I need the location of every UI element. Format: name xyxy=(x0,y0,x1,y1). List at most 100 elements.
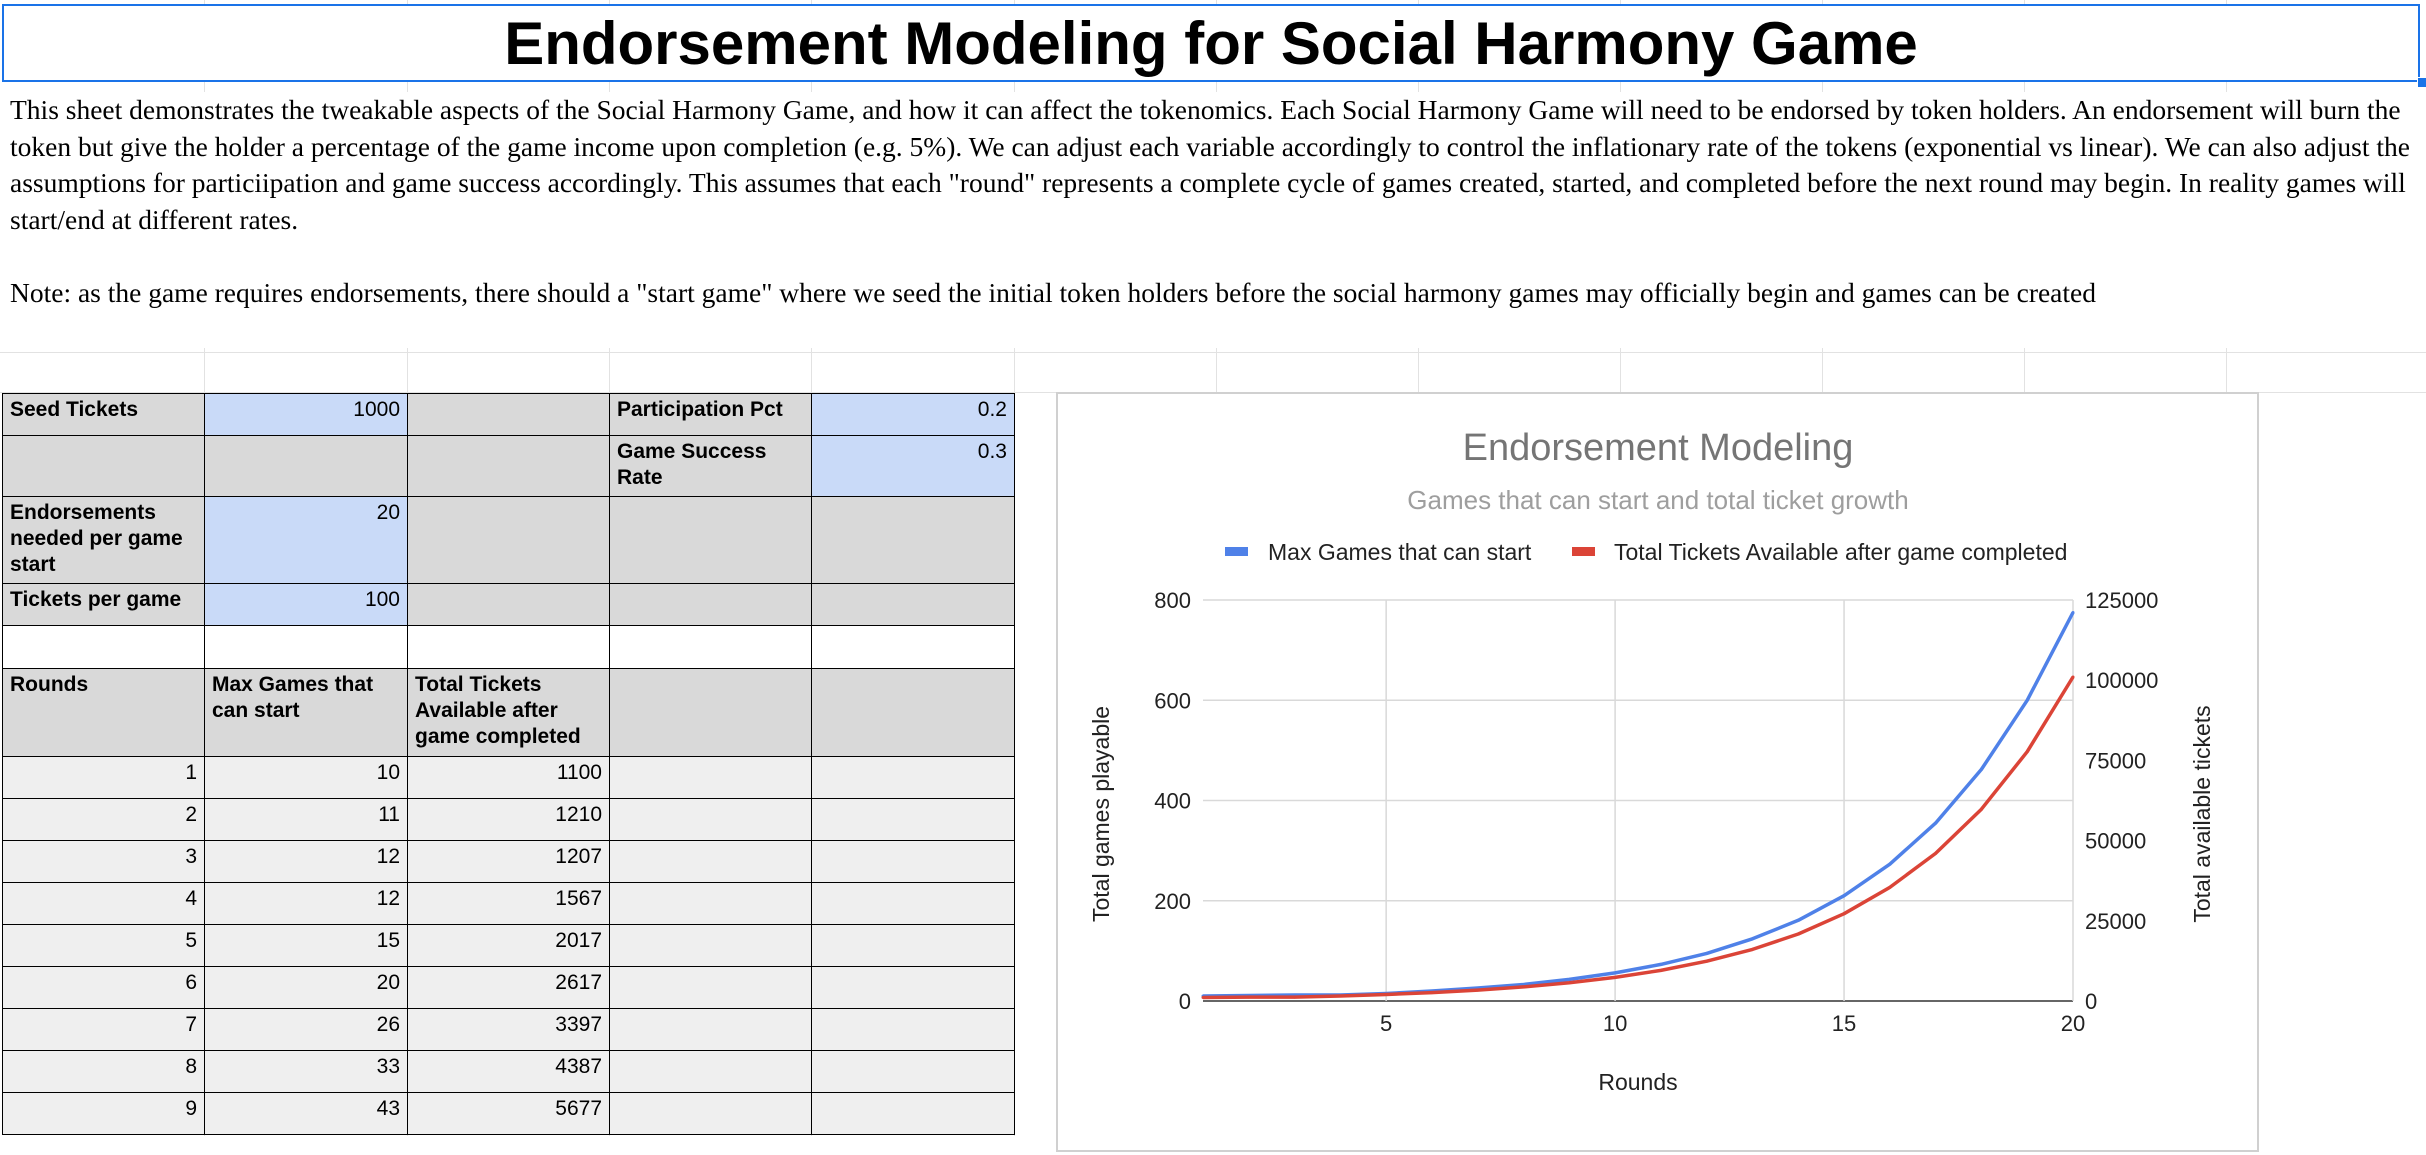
participation-value[interactable]: 0.2 xyxy=(811,393,1015,436)
round-number-cell[interactable]: 7 xyxy=(2,1008,205,1051)
data-point-total-tickets xyxy=(1934,851,1938,855)
max-games-cell[interactable]: 20 xyxy=(204,966,408,1009)
empty-cell[interactable] xyxy=(811,625,1015,669)
empty-cell[interactable] xyxy=(609,668,812,757)
empty-cell[interactable] xyxy=(811,583,1015,626)
empty-cell[interactable] xyxy=(2,625,205,669)
empty-cell[interactable] xyxy=(407,435,610,497)
empty-cell[interactable] xyxy=(407,393,610,436)
participation-label[interactable]: Participation Pct xyxy=(609,393,812,436)
empty-cell[interactable] xyxy=(609,798,812,841)
empty-cell[interactable] xyxy=(811,882,1015,925)
total-tickets-cell[interactable]: 2617 xyxy=(407,966,610,1009)
data-point-total-tickets xyxy=(1247,995,1251,999)
max-games-cell[interactable]: 15 xyxy=(204,924,408,967)
x-tick-label: 15 xyxy=(1832,1011,1856,1036)
total-tickets-cell[interactable]: 4387 xyxy=(407,1050,610,1093)
round-number-cell[interactable]: 2 xyxy=(2,798,205,841)
x-tick-label: 5 xyxy=(1380,1011,1392,1036)
empty-cell[interactable] xyxy=(609,924,812,967)
total-tickets-cell[interactable]: 1100 xyxy=(407,756,610,799)
column-header-max-games[interactable]: Max Games that can start xyxy=(204,668,408,757)
empty-cell[interactable] xyxy=(609,1008,812,1051)
chart-title: Endorsement Modeling xyxy=(1463,427,1854,469)
empty-cell[interactable] xyxy=(811,966,1015,1009)
round-number-cell[interactable]: 5 xyxy=(2,924,205,967)
empty-cell[interactable] xyxy=(204,625,408,669)
tickets-per-game-value[interactable]: 100 xyxy=(204,583,408,626)
data-point-total-tickets xyxy=(1430,991,1434,995)
total-tickets-cell[interactable]: 5677 xyxy=(407,1092,610,1135)
max-games-cell[interactable]: 43 xyxy=(204,1092,408,1135)
column-header-total-tickets[interactable]: Total Tickets Available after game compl… xyxy=(407,668,610,757)
empty-cell[interactable] xyxy=(609,625,812,669)
total-tickets-cell[interactable]: 1210 xyxy=(407,798,610,841)
total-tickets-cell[interactable]: 2017 xyxy=(407,924,610,967)
total-tickets-cell[interactable]: 1207 xyxy=(407,840,610,883)
empty-cell[interactable] xyxy=(609,756,812,799)
round-number-cell[interactable]: 8 xyxy=(2,1050,205,1093)
empty-cell[interactable] xyxy=(811,756,1015,799)
empty-cell[interactable] xyxy=(609,496,812,584)
max-games-cell[interactable]: 33 xyxy=(204,1050,408,1093)
sheet-title: Endorsement Modeling for Social Harmony … xyxy=(504,9,1918,77)
title-cell[interactable]: Endorsement Modeling for Social Harmony … xyxy=(2,4,2420,82)
selection-handle[interactable] xyxy=(2417,77,2426,88)
round-number-cell[interactable]: 3 xyxy=(2,840,205,883)
data-point-total-tickets xyxy=(1796,932,1800,936)
empty-cell[interactable] xyxy=(811,496,1015,584)
empty-cell[interactable] xyxy=(609,882,812,925)
empty-cell[interactable] xyxy=(204,435,408,497)
success-rate-label[interactable]: Game Success Rate xyxy=(609,435,812,497)
total-tickets-cell[interactable]: 1567 xyxy=(407,882,610,925)
empty-cell[interactable] xyxy=(811,668,1015,757)
x-axis-title: Rounds xyxy=(1598,1069,1677,1095)
empty-cell[interactable] xyxy=(811,924,1015,967)
tickets-per-game-label[interactable]: Tickets per game xyxy=(2,583,205,626)
empty-cell[interactable] xyxy=(811,840,1015,883)
data-point-total-tickets xyxy=(1705,959,1709,963)
data-point-max-games xyxy=(1888,862,1892,866)
legend-swatch-red xyxy=(1572,547,1595,556)
seed-tickets-label[interactable]: Seed Tickets xyxy=(2,393,205,436)
max-games-cell[interactable]: 12 xyxy=(204,882,408,925)
round-number-cell[interactable]: 4 xyxy=(2,882,205,925)
round-number-cell[interactable]: 1 xyxy=(2,756,205,799)
chart-subtitle: Games that can start and total ticket gr… xyxy=(1407,485,1908,515)
endorsement-chart[interactable]: Endorsement Modeling Games that can star… xyxy=(1056,392,2259,1152)
success-rate-value[interactable]: 0.3 xyxy=(811,435,1015,497)
empty-cell[interactable] xyxy=(811,1092,1015,1135)
empty-cell[interactable] xyxy=(609,1092,812,1135)
chart-gridlines xyxy=(1203,599,2074,1002)
description-cell[interactable]: This sheet demonstrates the tweakable as… xyxy=(10,92,2418,348)
empty-cell[interactable] xyxy=(811,1008,1015,1051)
round-number-cell[interactable]: 6 xyxy=(2,966,205,1009)
data-point-max-games xyxy=(1751,937,1754,941)
max-games-cell[interactable]: 11 xyxy=(204,798,408,841)
max-games-cell[interactable]: 12 xyxy=(204,840,408,883)
empty-cell[interactable] xyxy=(609,840,812,883)
endorsements-value[interactable]: 20 xyxy=(204,496,408,584)
data-point-max-games xyxy=(1842,894,1846,898)
max-games-cell[interactable]: 26 xyxy=(204,1008,408,1051)
column-header-rounds[interactable]: Rounds xyxy=(2,668,205,757)
round-number-cell[interactable]: 9 xyxy=(2,1092,205,1135)
empty-cell[interactable] xyxy=(609,583,812,626)
empty-cell[interactable] xyxy=(811,798,1015,841)
empty-cell[interactable] xyxy=(609,966,812,1009)
empty-cell[interactable] xyxy=(811,1050,1015,1093)
data-point-total-tickets xyxy=(1567,981,1571,985)
data-point-max-games xyxy=(2071,611,2075,614)
total-tickets-cell[interactable]: 3397 xyxy=(407,1008,610,1051)
empty-cell[interactable] xyxy=(609,1050,812,1093)
endorsements-label[interactable]: Endorsements needed per game start xyxy=(2,496,205,584)
empty-cell[interactable] xyxy=(407,496,610,584)
max-games-cell[interactable]: 10 xyxy=(204,756,408,799)
data-point-total-tickets xyxy=(1888,885,1892,889)
empty-cell[interactable] xyxy=(2,435,205,497)
chart-legend[interactable]: Max Games that can start Total Tickets A… xyxy=(1225,539,2067,565)
seed-tickets-value[interactable]: 1000 xyxy=(204,393,408,436)
empty-cell[interactable] xyxy=(407,625,610,669)
empty-cell[interactable] xyxy=(407,583,610,626)
data-point-total-tickets xyxy=(1522,985,1525,989)
